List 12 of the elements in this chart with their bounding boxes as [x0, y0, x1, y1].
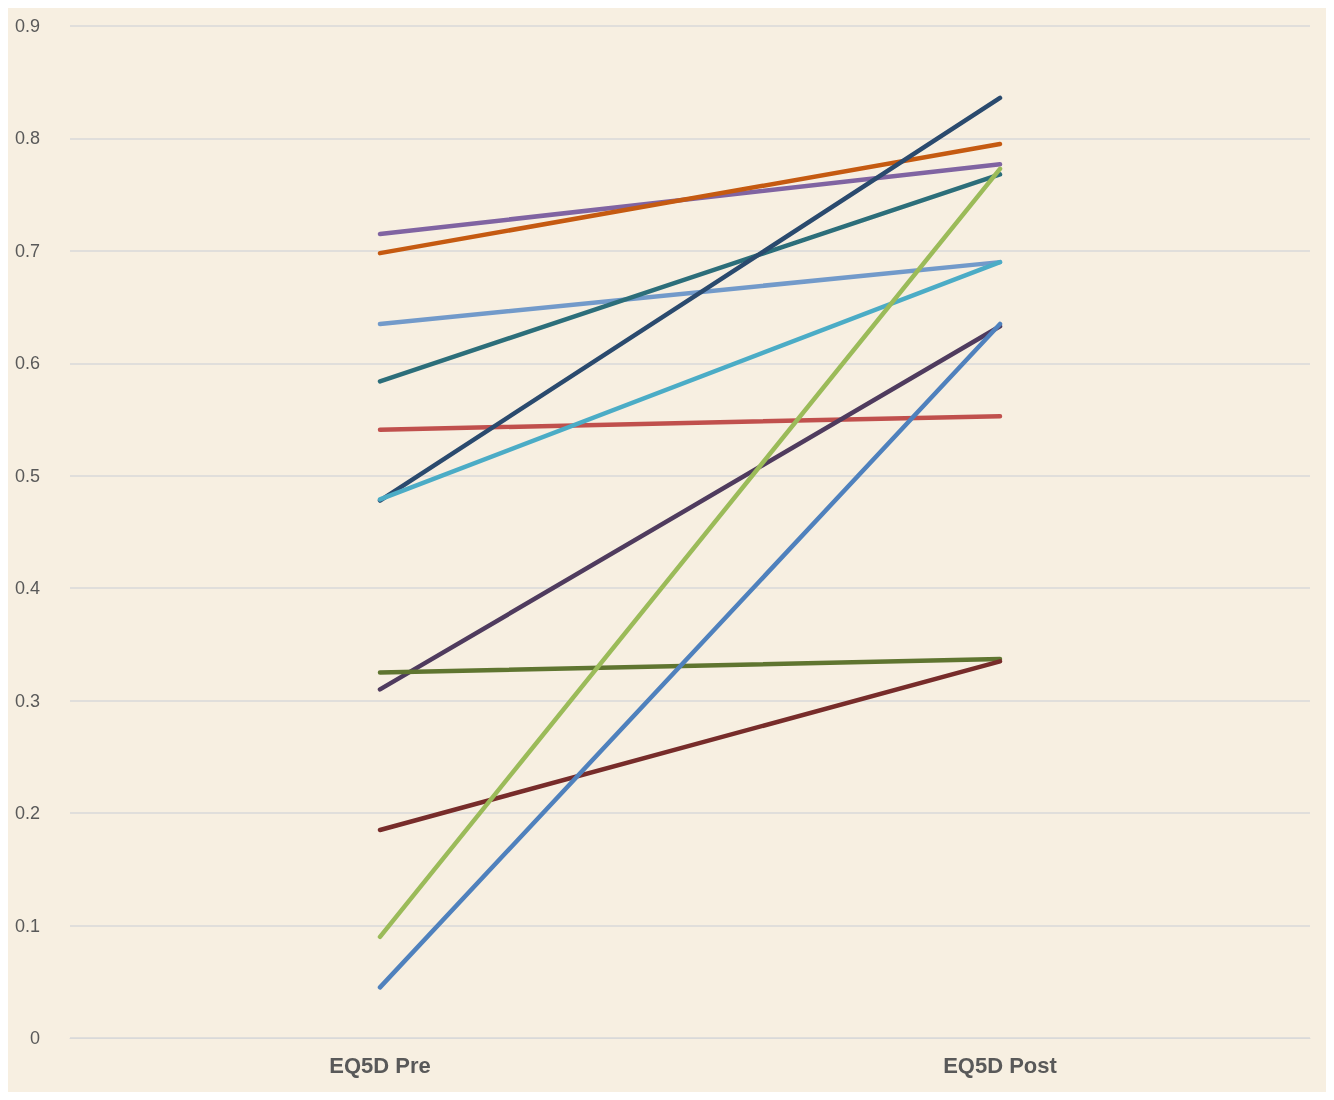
y-tick-label: 0.9 [14, 16, 40, 36]
y-tick-label: 0.1 [14, 915, 40, 936]
y-tick-label: 0.4 [14, 578, 40, 599]
y-tick-label: 0.7 [14, 240, 40, 261]
y-tick-label: 0 [29, 1028, 40, 1048]
x-tick-label: EQ5D Post [943, 1052, 1058, 1078]
y-tick-label: 0.6 [14, 353, 40, 374]
y-tick-label: 0.3 [14, 690, 40, 711]
x-tick-label: EQ5D Pre [329, 1052, 431, 1078]
y-tick-label: 0.5 [14, 465, 40, 486]
y-tick-label: 0.2 [14, 803, 40, 824]
y-tick-label: 0.8 [14, 128, 40, 149]
